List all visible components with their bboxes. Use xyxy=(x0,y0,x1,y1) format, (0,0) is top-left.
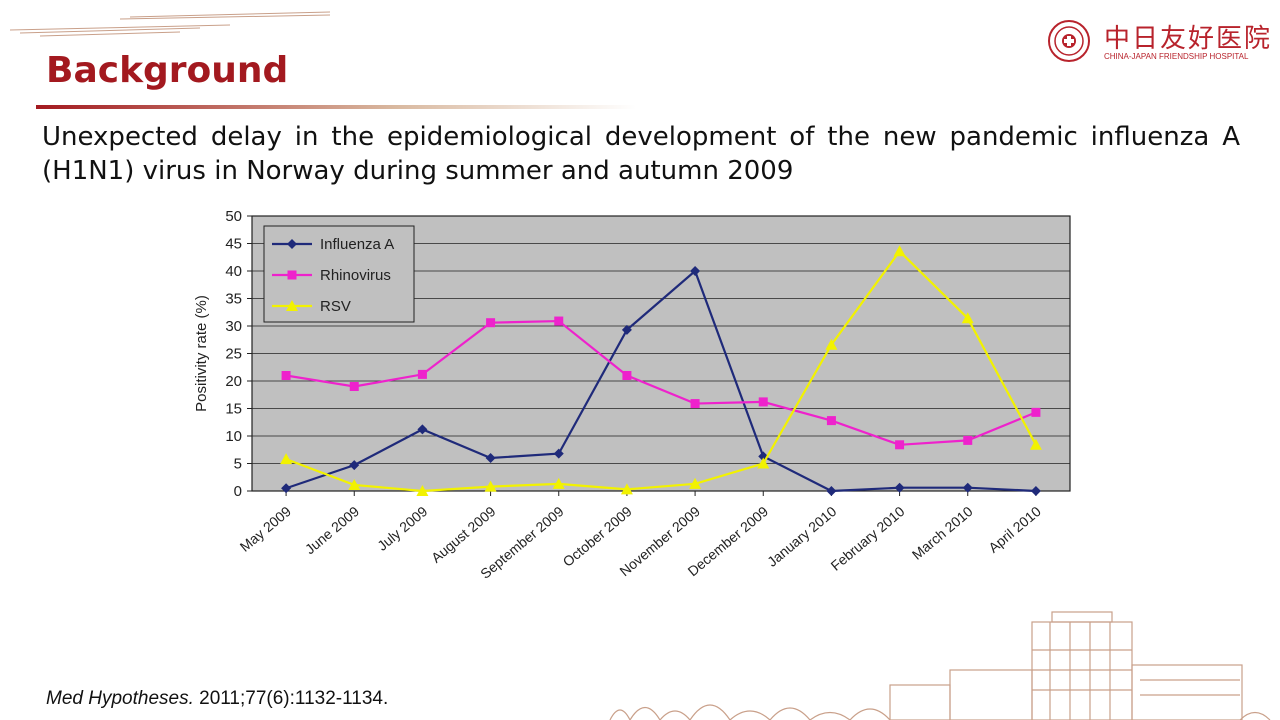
data-point-rhinovirus xyxy=(758,397,768,407)
y-tick-label: 5 xyxy=(234,456,242,473)
citation: Med Hypotheses. 2011;77(6):1132-1134. xyxy=(46,687,446,711)
data-point-rsv xyxy=(893,245,906,257)
positivity-line-chart: 0 5 10 15 20 25 30 35 40 45 50 May 2009 June 2009 Jul… xyxy=(193,208,1071,582)
x-tick-label: June 2009 xyxy=(302,503,363,557)
data-point-rhinovirus xyxy=(895,440,905,450)
citation-details: 2011;77(6):1132-1134. xyxy=(199,688,389,709)
series-line-rsv xyxy=(285,249,1037,493)
logo-chinese-name: 中日友好医院 xyxy=(1104,24,1273,54)
x-tick-label: May 2009 xyxy=(237,503,295,555)
data-point-rhinovirus xyxy=(281,371,291,380)
data-point-rhinovirus xyxy=(690,399,700,409)
y-tick-label: 35 xyxy=(225,291,242,308)
data-point-rhinovirus xyxy=(1031,407,1041,417)
y-tick-label: 40 xyxy=(225,263,242,280)
data-point-rhinovirus xyxy=(486,318,496,328)
y-tick-label: 15 xyxy=(225,401,242,418)
data-point-influenza-a xyxy=(690,266,701,276)
data-point-influenza-a xyxy=(826,486,837,496)
y-tick-label: 30 xyxy=(225,318,242,335)
y-tick-label: 20 xyxy=(225,373,242,390)
legend-label-rsv: RSV xyxy=(320,298,351,315)
data-point-rsv xyxy=(416,485,429,496)
data-point-influenza-a xyxy=(485,453,496,463)
data-point-influenza-a xyxy=(553,448,564,459)
legend-marker-rhinovirus xyxy=(287,270,297,280)
data-point-rsv xyxy=(757,457,770,469)
data-point-influenza-a xyxy=(417,424,428,435)
data-point-rsv xyxy=(552,477,565,489)
legend-marker-influenza-a xyxy=(287,239,297,249)
data-point-rhinovirus xyxy=(417,369,427,379)
data-point-rsv xyxy=(1029,438,1042,450)
data-point-influenza-a xyxy=(281,483,292,494)
data-point-influenza-a xyxy=(349,460,360,471)
data-point-rhinovirus xyxy=(963,435,973,445)
y-tick-label: 45 xyxy=(225,236,242,253)
data-point-rhinovirus xyxy=(349,382,359,391)
data-point-rsv xyxy=(348,478,361,490)
x-tick-label: March 2010 xyxy=(909,503,976,563)
data-point-influenza-a xyxy=(621,324,632,335)
series-line-influenza-a xyxy=(285,269,1036,493)
data-point-rhinovirus xyxy=(554,316,564,326)
hospital-emblem-icon xyxy=(1048,20,1090,62)
data-point-influenza-a xyxy=(962,482,973,493)
y-tick-label: 10 xyxy=(225,428,242,445)
y-tick-label: 0 xyxy=(234,483,242,500)
data-point-rsv xyxy=(961,312,974,324)
title-underline xyxy=(36,105,636,109)
data-point-rsv xyxy=(280,453,293,465)
y-axis-label: Positivity rate (%) xyxy=(193,295,210,412)
header-decoration xyxy=(9,11,331,37)
data-point-rhinovirus xyxy=(826,416,836,426)
building-skyline-decoration xyxy=(609,611,1271,720)
data-point-rhinovirus xyxy=(622,371,632,380)
hospital-logo: 中日友好医院 CHINA-JAPAN FRIENDSHIP HOSPITAL xyxy=(1046,18,1270,64)
y-tick-label: 25 xyxy=(225,346,242,363)
x-tick-label: February 2010 xyxy=(827,503,907,574)
citation-journal: Med Hypotheses. xyxy=(46,688,194,709)
series-line-rhinovirus xyxy=(285,319,1037,446)
data-point-influenza-a xyxy=(1030,486,1041,496)
x-tick-label: April 2010 xyxy=(985,503,1044,556)
data-point-rsv xyxy=(620,483,633,495)
data-point-rsv xyxy=(825,338,838,350)
logo-english-name: CHINA-JAPAN FRIENDSHIP HOSPITAL xyxy=(1104,52,1249,61)
legend-label-influenza-a: Influenza A xyxy=(320,236,394,253)
x-tick-label: July 2009 xyxy=(374,503,430,554)
y-tick-label: 50 xyxy=(225,208,242,225)
slide-subtitle: Unexpected delay in the epidemiological … xyxy=(42,122,1240,186)
data-point-rsv xyxy=(689,477,702,489)
legend-marker-rsv xyxy=(286,300,298,311)
x-tick-label: August 2009 xyxy=(428,503,499,566)
data-point-rsv xyxy=(484,480,497,492)
data-point-influenza-a xyxy=(894,482,905,493)
slide-title: Background xyxy=(46,50,289,91)
legend-label-rhinovirus: Rhinovirus xyxy=(320,267,391,284)
